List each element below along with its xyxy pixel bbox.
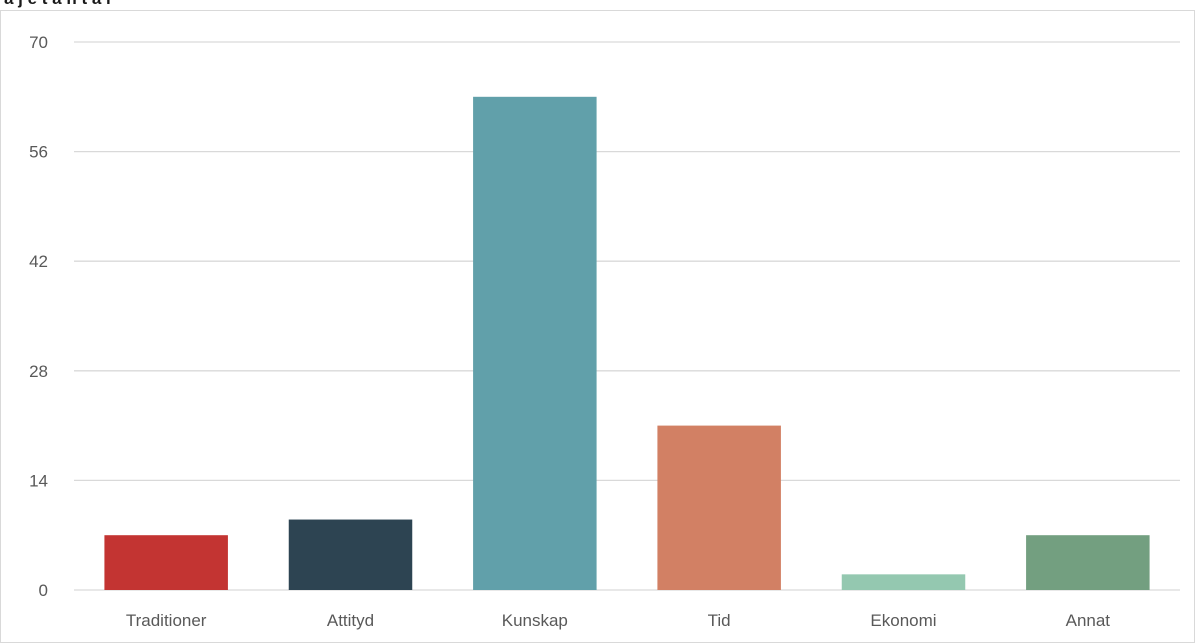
grid-layer <box>74 41 1180 591</box>
clipped-title-fragment: a j e t a n t a l <box>4 0 111 8</box>
x-tick-label-attityd: Attityd <box>327 611 374 630</box>
x-tick-label-annat: Annat <box>1066 611 1111 630</box>
y-axis-tick-labels: 0 14 28 42 56 70 <box>29 33 48 600</box>
y-tick-label: 28 <box>29 362 48 381</box>
bar-attityd <box>288 519 413 590</box>
bar-traditioner <box>104 535 228 590</box>
y-tick-label: 0 <box>39 581 48 600</box>
y-tick-label: 70 <box>29 33 48 52</box>
x-tick-label-tid: Tid <box>708 611 731 630</box>
bar-ekonomi <box>841 574 966 590</box>
bar-annat <box>1026 535 1150 590</box>
x-axis-tick-labels: Traditioner Attityd Kunskap Tid Ekonomi Annat <box>126 611 1110 630</box>
bar-tid <box>657 425 781 590</box>
x-tick-label-traditioner: Traditioner <box>126 611 207 630</box>
x-tick-label-kunskap: Kunskap <box>502 611 568 630</box>
x-tick-label-ekonomi: Ekonomi <box>870 611 936 630</box>
chart-border <box>0 10 1195 643</box>
bar-layer <box>104 96 1150 591</box>
y-tick-label: 42 <box>29 252 48 271</box>
y-tick-label: 56 <box>29 143 48 162</box>
bar-kunskap <box>473 96 597 591</box>
y-tick-label: 14 <box>29 471 48 490</box>
